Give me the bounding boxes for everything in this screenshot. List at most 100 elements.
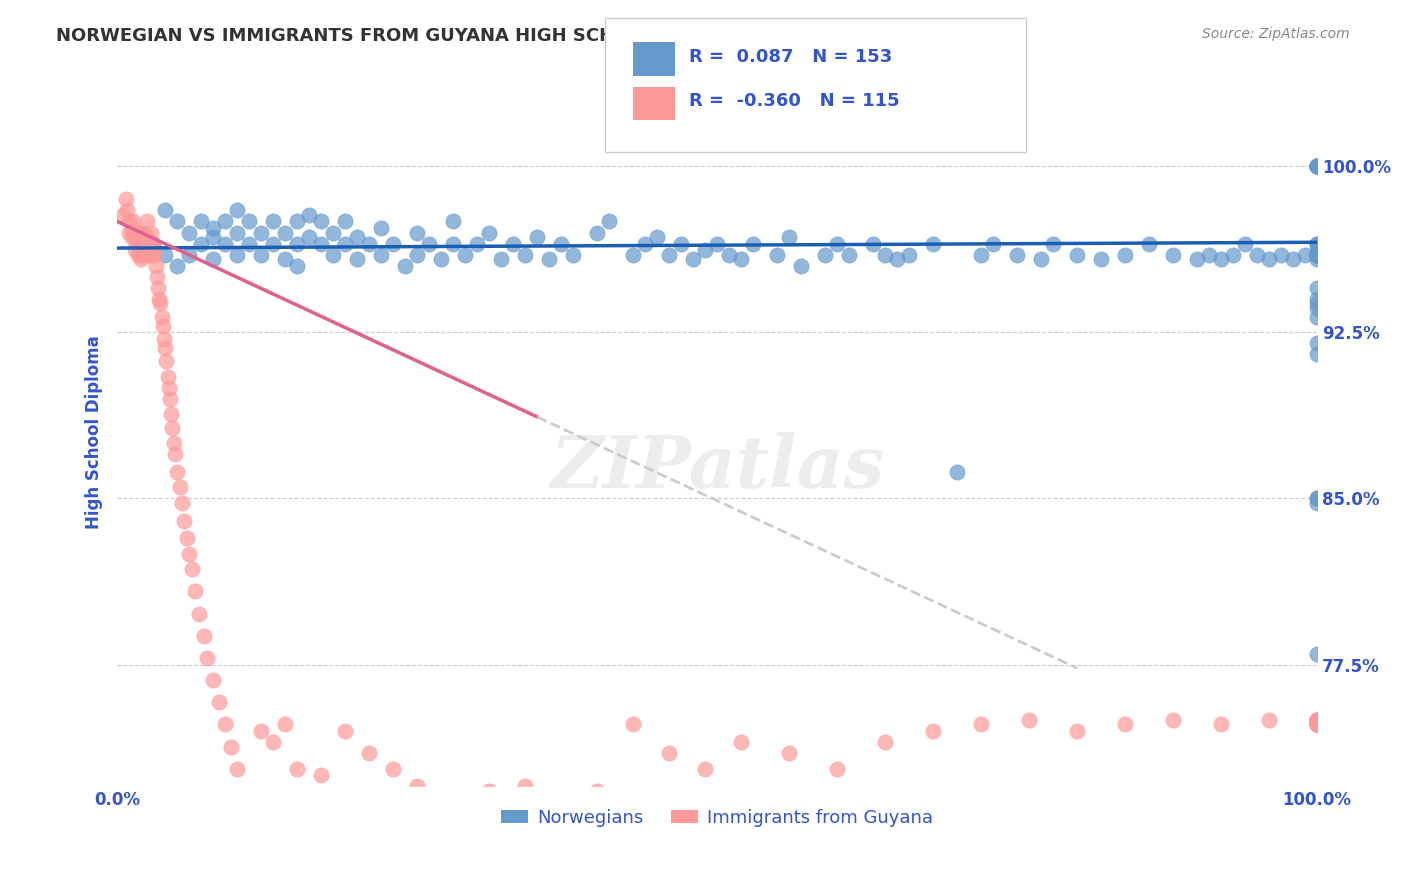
Point [322, 226, 344, 240]
Point [132, 226, 155, 240]
Point [406, 226, 429, 240]
Point [695, 244, 717, 258]
Point [118, 226, 141, 240]
Point [1306, 159, 1329, 173]
Point [742, 236, 765, 251]
Point [122, 226, 145, 240]
Point [128, 236, 150, 251]
Point [138, 248, 160, 262]
Point [143, 248, 166, 262]
Point [1306, 248, 1329, 262]
Point [1306, 248, 1329, 262]
Point [202, 230, 225, 244]
Point [1306, 713, 1329, 727]
Point [128, 226, 150, 240]
Point [1306, 717, 1329, 731]
Point [706, 236, 728, 251]
Point [1161, 248, 1184, 262]
Point [430, 252, 453, 267]
Point [173, 514, 195, 528]
Point [886, 252, 908, 267]
Point [1306, 717, 1329, 731]
Point [441, 214, 464, 228]
Point [142, 236, 165, 251]
Point [136, 214, 159, 228]
Point [1306, 713, 1329, 727]
Point [515, 780, 537, 794]
Text: NORWEGIAN VS IMMIGRANTS FROM GUYANA HIGH SCHOOL DIPLOMA CORRELATION CHART: NORWEGIAN VS IMMIGRANTS FROM GUYANA HIGH… [56, 27, 976, 45]
Point [124, 244, 146, 258]
Point [1306, 248, 1329, 262]
Point [1306, 159, 1329, 173]
Point [170, 496, 193, 510]
Point [141, 248, 163, 262]
Point [981, 236, 1004, 251]
Point [1306, 717, 1329, 731]
Point [139, 236, 162, 251]
Point [153, 341, 176, 355]
Point [1306, 248, 1329, 262]
Point [322, 248, 344, 262]
Point [1306, 647, 1329, 661]
Point [1306, 292, 1329, 306]
Point [778, 230, 800, 244]
Point [250, 248, 273, 262]
Point [1306, 159, 1329, 173]
Point [598, 214, 620, 228]
Point [922, 236, 945, 251]
Point [262, 214, 284, 228]
Point [730, 735, 752, 749]
Point [145, 259, 167, 273]
Point [202, 673, 225, 687]
Point [1306, 713, 1329, 727]
Point [1306, 310, 1329, 324]
Point [1211, 717, 1233, 731]
Point [946, 465, 969, 479]
Point [1306, 713, 1329, 727]
Point [669, 236, 692, 251]
Point [262, 735, 284, 749]
Point [335, 236, 357, 251]
Point [150, 310, 173, 324]
Point [1306, 159, 1329, 173]
Point [621, 248, 644, 262]
Point [1306, 713, 1329, 727]
Point [274, 717, 297, 731]
Point [285, 259, 308, 273]
Point [875, 735, 897, 749]
Point [285, 762, 308, 776]
Point [1114, 717, 1136, 731]
Point [129, 230, 152, 244]
Point [1306, 713, 1329, 727]
Point [155, 354, 177, 368]
Point [1306, 159, 1329, 173]
Point [1066, 248, 1088, 262]
Point [550, 802, 572, 816]
Point [1306, 159, 1329, 173]
Point [1234, 236, 1257, 251]
Point [515, 248, 537, 262]
Point [790, 259, 813, 273]
Point [226, 226, 249, 240]
Point [1306, 248, 1329, 262]
Point [346, 230, 368, 244]
Point [226, 203, 249, 218]
Point [1306, 236, 1329, 251]
Point [489, 252, 512, 267]
Point [193, 629, 215, 643]
Point [562, 248, 585, 262]
Point [718, 248, 741, 262]
Point [153, 332, 176, 346]
Point [346, 252, 368, 267]
Point [136, 230, 159, 244]
Point [970, 248, 993, 262]
Point [124, 230, 146, 244]
Point [250, 724, 273, 739]
Point [1258, 252, 1281, 267]
Point [370, 221, 392, 235]
Point [478, 226, 501, 240]
Point [382, 762, 405, 776]
Point [121, 230, 143, 244]
Point [146, 281, 169, 295]
Point [406, 248, 429, 262]
